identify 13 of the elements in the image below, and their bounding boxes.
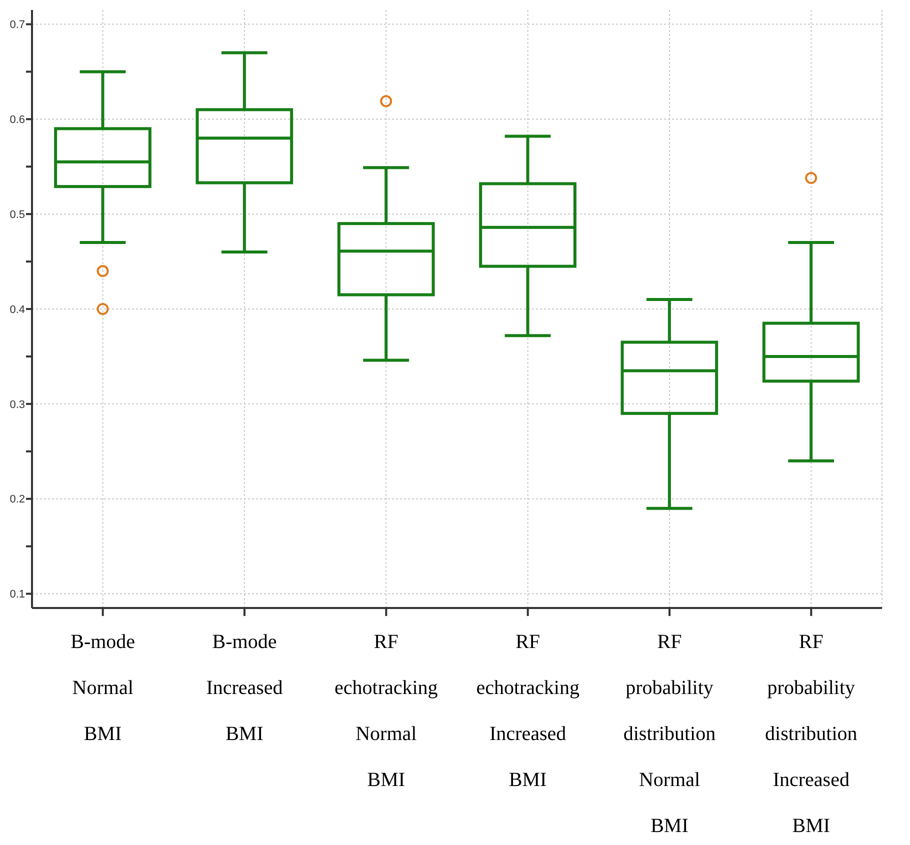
y-tick-label: 0.5 <box>10 208 25 221</box>
y-tick-label: 0.3 <box>10 398 25 411</box>
category-label: RF probability distribution Normal BMI <box>623 631 716 837</box>
y-tick-label: 0.4 <box>10 304 25 316</box>
category-label: RF echotracking Normal BMI <box>334 631 438 791</box>
y-tick-label: 0.6 <box>10 114 25 126</box>
y-tick-label: 0.7 <box>10 19 25 32</box>
y-tick-label: 0.1 <box>10 588 25 601</box>
y-tick-label: 0.2 <box>10 494 25 506</box>
category-label: B-mode Normal BMI <box>70 631 136 745</box>
category-label: RF echotracking Increased BMI <box>476 631 580 791</box>
category-label: B-mode Increased BMI <box>206 631 283 745</box>
category-label: RF probability distribution Increased BMI <box>765 631 858 837</box>
